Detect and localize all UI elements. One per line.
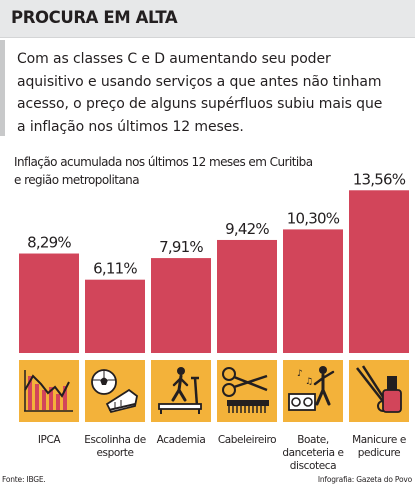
header-bar: PROCURA EM ALTA [0,0,415,38]
soccer-ball-shoe-icon [85,360,145,422]
lead-paragraph: Com as classes C e D aumentando seu pode… [17,48,412,138]
svg-text:♪: ♪ [297,369,303,379]
bar-value-label: 8,29% [27,234,71,252]
bar [217,239,277,353]
bar [151,258,211,353]
bar [19,253,79,353]
bar-value-label: 6,11% [93,260,137,278]
category-label: danceteria e [282,447,343,459]
bar-value-label: 9,42% [225,220,269,238]
chart-subtitle-line: Inflação acumulada nos últimos 12 meses … [14,155,313,169]
category-label: esporte [96,447,133,459]
treadmill-icon [151,360,211,422]
category-label: Boate, [297,434,329,446]
lead-line: acesso, o preço de alguns supérfluos sub… [17,96,383,112]
category-label: Escolinha de [84,434,146,446]
bar-value-label: 7,91% [159,238,203,256]
bar [349,190,409,353]
chart-subtitle: Inflação acumulada nos últimos 12 meses … [14,153,344,189]
category-label: discoteca [290,460,336,472]
bar [85,279,145,353]
chart-subtitle-line: e região metropolitana [14,173,140,187]
source-note: Fonte: IBGE. [2,475,46,484]
lead-line: a inflação nos últimos 12 meses. [17,118,244,135]
category-label: Manicure e [352,434,406,446]
category-label: IPCA [38,434,62,446]
lead-line: Com as classes C e D aumentando seu pode… [17,51,331,67]
svg-text:♫: ♫ [305,377,313,387]
dancer-stereo-icon: ♪ ♫ [283,360,343,422]
line-chart-icon [19,360,79,422]
scissors-comb-icon [217,360,277,422]
category-label: Cabeleireiro [218,434,276,446]
nail-polish-clippers-icon [349,360,409,422]
bar-value-label: 13,56% [353,170,406,188]
bar-value-label: 10,30% [287,209,340,227]
lead-side-rule [0,40,5,136]
page-title: PROCURA EM ALTA [11,8,178,27]
category-label: Academia [157,434,206,446]
infographic-credit: Infografia: Gazeta do Povo [317,475,412,484]
category-label: pedicure [358,447,400,459]
lead-line: aquisitivo e usando serviços a que antes… [17,73,382,90]
bar [283,229,343,353]
